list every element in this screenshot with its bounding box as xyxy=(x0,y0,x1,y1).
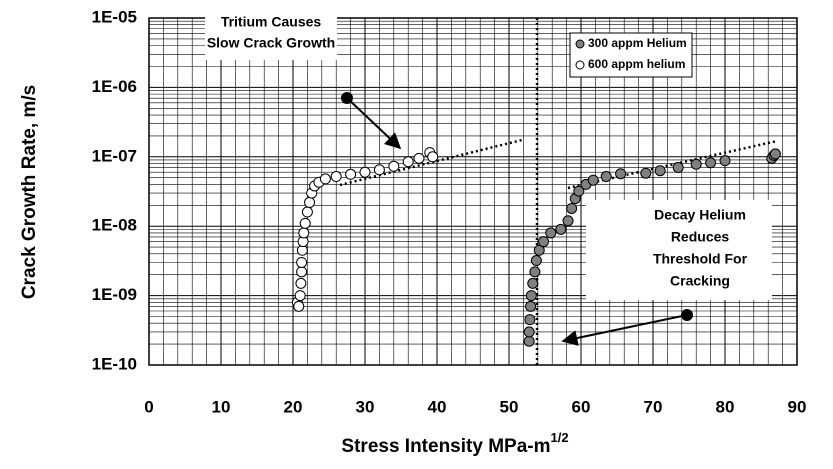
arrow xyxy=(346,97,402,150)
data-point xyxy=(690,158,702,170)
x-tick-label: 0 xyxy=(144,397,153,416)
y-tick-label: 1E-08 xyxy=(92,216,137,235)
x-label-main: Stress Intensity MPa-m xyxy=(341,436,550,457)
data-point xyxy=(359,166,371,178)
annotation: Tritium Causes Slow Crack Growth xyxy=(205,8,402,150)
data-point xyxy=(524,314,536,326)
data-point xyxy=(295,277,307,289)
points xyxy=(291,147,781,347)
data-point xyxy=(527,277,539,289)
data-point xyxy=(388,160,400,172)
annotation-text: Decay Helium xyxy=(654,207,746,223)
y-tick-label: 1E-05 xyxy=(92,7,137,26)
annotation-text: Slow Crack Growth xyxy=(207,35,335,51)
data-point xyxy=(373,164,385,176)
data-point xyxy=(545,227,557,239)
annotation-text: Tritium Causes xyxy=(221,14,322,30)
y-tick-label: 1E-06 xyxy=(92,77,137,96)
data-point xyxy=(523,335,535,347)
data-point xyxy=(345,168,357,180)
data-point xyxy=(654,165,666,177)
legend-marker xyxy=(575,39,585,49)
trend-line xyxy=(567,139,778,190)
x-tick-label: 40 xyxy=(428,397,447,416)
annotation-box xyxy=(586,200,772,300)
data-point xyxy=(304,196,316,208)
data-point xyxy=(427,151,439,163)
data-point xyxy=(413,152,425,164)
data-point xyxy=(301,206,313,218)
legend-label: 600 appm helium xyxy=(588,57,685,71)
x-tick-label: 50 xyxy=(500,397,519,416)
data-point xyxy=(296,256,308,268)
x-tick-label: 20 xyxy=(284,397,303,416)
data-point xyxy=(566,202,578,214)
data-point xyxy=(525,290,537,302)
data-point xyxy=(615,168,627,180)
x-tick-label: 90 xyxy=(788,397,807,416)
x-tick-label: 30 xyxy=(356,397,375,416)
x-label-sup: 1/2 xyxy=(551,430,569,445)
x-tick-label: 10 xyxy=(212,397,231,416)
data-point xyxy=(640,167,652,179)
annotation-text: Cracking xyxy=(670,273,730,289)
data-point xyxy=(573,185,585,197)
y-axis-label: Crack Growth Rate, m/s xyxy=(19,85,40,299)
data-point xyxy=(330,171,342,183)
legend-label: 300 appm Helium xyxy=(588,36,687,50)
data-point xyxy=(298,227,310,239)
data-point xyxy=(529,266,541,278)
data-point xyxy=(523,326,535,338)
x-tick-label: 70 xyxy=(644,397,663,416)
trend-line xyxy=(339,138,523,187)
data-point xyxy=(672,162,684,174)
data-point xyxy=(296,266,308,278)
y-tick-label: 1E-07 xyxy=(92,146,137,165)
data-point xyxy=(600,171,612,183)
data-point xyxy=(538,236,550,248)
data-point xyxy=(587,174,599,186)
data-point xyxy=(555,223,567,235)
data-point xyxy=(530,255,542,267)
y-tick-label: 1E-10 xyxy=(92,354,137,373)
data-point xyxy=(293,300,305,312)
data-point xyxy=(533,244,545,256)
grid xyxy=(148,17,798,366)
annotation-text: Threshold For xyxy=(653,251,748,267)
arrow xyxy=(561,314,688,346)
data-point xyxy=(525,300,537,312)
plot-frame xyxy=(148,17,798,366)
data-point xyxy=(769,148,781,160)
legend-marker xyxy=(575,60,585,70)
data-point xyxy=(299,217,311,229)
x-tick-label: 60 xyxy=(572,397,591,416)
annotation: Decay Helium Reduces Threshold For Crack… xyxy=(561,200,772,346)
annotation-box xyxy=(205,8,337,60)
legend: 300 appm Helium 600 appm helium xyxy=(569,32,693,78)
arrow-dot xyxy=(341,92,353,104)
data-point xyxy=(562,215,574,227)
x-tick-label: 80 xyxy=(716,397,735,416)
data-point xyxy=(319,173,331,185)
data-point xyxy=(402,156,414,168)
data-point xyxy=(705,157,717,169)
y-tick-label: 1E-09 xyxy=(92,285,137,304)
arrow-dot xyxy=(681,309,693,321)
legend-box xyxy=(569,32,693,78)
annotation-text: Reduces xyxy=(671,229,730,245)
data-point xyxy=(294,290,306,302)
x-axis-label: Stress Intensity MPa-m1/2 xyxy=(341,430,568,457)
data-point xyxy=(719,155,731,167)
